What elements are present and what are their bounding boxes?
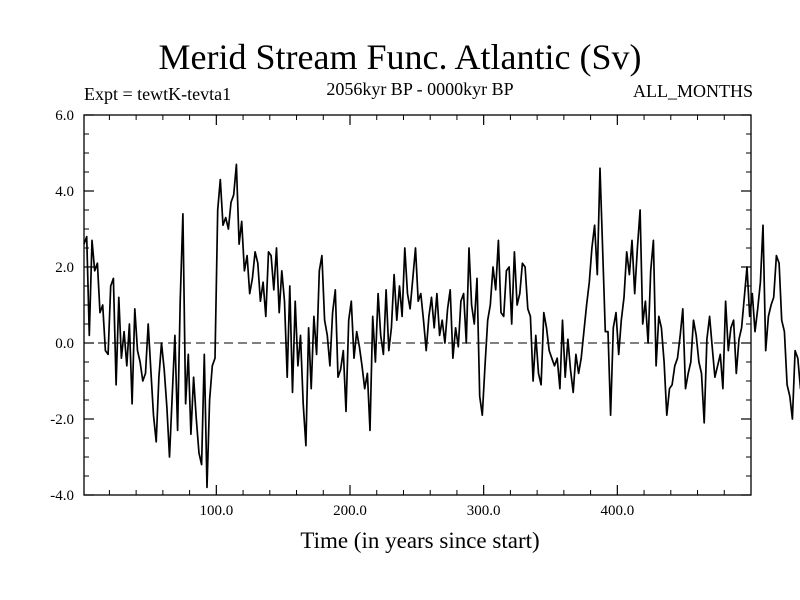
y-tick-label: -2.0 [50,412,74,428]
y-tick-label: 4.0 [55,184,74,200]
x-tick-label: 400.0 [600,503,634,519]
months-label: ALL_MONTHS [633,81,753,101]
y-tick-label: 2.0 [55,260,74,276]
y-tick-label: 6.0 [55,108,74,124]
series-line [83,163,800,489]
x-axis-label: Time (in years since start) [300,528,540,553]
x-tick-label: 200.0 [333,503,367,519]
y-tick-label: -4.0 [50,488,74,504]
x-tick-label: 300.0 [467,503,501,519]
y-tick-label: 0.0 [55,336,74,352]
period-label: 2056kyr BP - 0000kyr BP [326,79,514,99]
experiment-label: Expt = tewtK-tevta1 [84,84,232,104]
chart-title: Merid Stream Func. Atlantic (Sv) [158,37,642,77]
plot-frame [83,114,752,496]
x-tick-label: 100.0 [199,503,233,519]
